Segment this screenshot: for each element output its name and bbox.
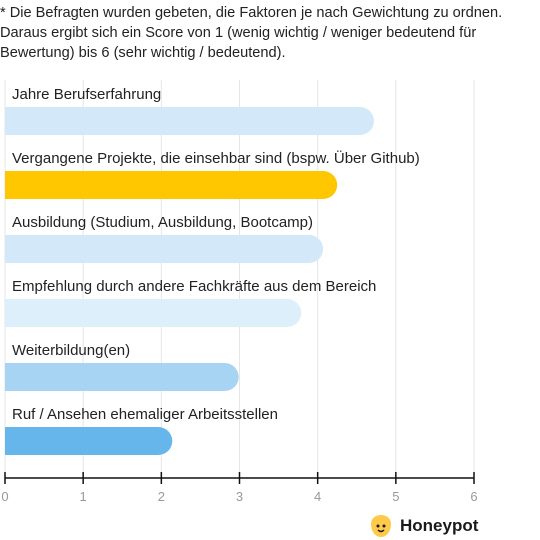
bar-3 <box>5 235 324 263</box>
chart-bars <box>5 107 374 455</box>
bar-3-base <box>5 235 19 263</box>
x-tick-label-0: 0 <box>1 489 8 504</box>
bar-6-base <box>5 427 19 455</box>
honeypot-brand: Honeypot <box>368 512 478 540</box>
x-tick-label-1: 1 <box>80 489 87 504</box>
bar-4-base <box>5 299 19 327</box>
x-tick-label-6: 6 <box>470 489 477 504</box>
bar-6 <box>5 427 173 455</box>
x-tick-label-2: 2 <box>158 489 165 504</box>
chart-gridlines <box>4 80 475 478</box>
bar-4 <box>5 299 302 327</box>
x-tick-label-4: 4 <box>314 489 321 504</box>
survey-footnote: * Die Befragten wurden gebeten, die Fakt… <box>0 5 503 61</box>
chart-category-labels: Jahre Berufserfahrung Vergangene Projekte… <box>12 86 420 423</box>
category-label-3: Ausbildung (Studium, Ausbildung, Bootcam… <box>12 214 313 231</box>
x-tick-label-5: 5 <box>392 489 399 504</box>
honeypot-logo-icon <box>371 515 391 537</box>
bar-1 <box>5 107 374 135</box>
bar-2-base <box>5 171 19 199</box>
bar-1-base <box>5 107 19 135</box>
bar-5-base <box>5 363 19 391</box>
x-tick-label-3: 3 <box>236 489 243 504</box>
category-label-2: Vergangene Projekte, die einsehbar sind … <box>12 149 420 167</box>
category-label-5: Weiterbildung(en) <box>12 342 130 359</box>
category-label-6: Ruf / Ansehen ehemaliger Arbeitsstellen <box>12 406 278 423</box>
category-label-1: Jahre Berufserfahrung <box>12 86 161 103</box>
brand-name: Honeypot <box>400 516 479 535</box>
bar-2 <box>5 171 338 199</box>
chart-x-axis: 0 1 2 3 4 5 6 <box>1 472 478 504</box>
category-label-4: Empfehlung durch andere Fachkräfte aus d… <box>12 278 376 295</box>
bar-5 <box>5 363 239 391</box>
